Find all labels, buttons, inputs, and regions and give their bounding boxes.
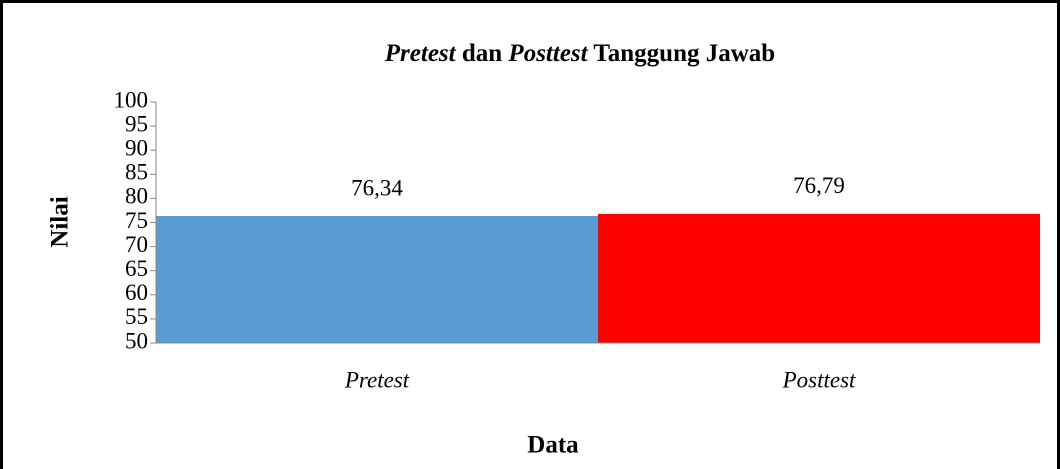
title-part: dan xyxy=(456,40,509,67)
chart-title: Pretest dan Posttest Tanggung Jawab xyxy=(384,40,775,67)
y-tick-label: 55 xyxy=(125,304,148,329)
y-tick-label: 75 xyxy=(125,208,148,233)
y-tick-label: 60 xyxy=(125,280,148,305)
y-tick-label: 90 xyxy=(125,135,148,160)
bar xyxy=(598,213,1040,343)
data-label: 76,79 xyxy=(793,173,845,198)
title-part: Pretest xyxy=(384,40,457,67)
title-part: Posttest xyxy=(507,40,588,67)
data-label: 76,34 xyxy=(351,175,403,200)
y-tick-label: 100 xyxy=(114,87,149,112)
y-tick-label: 95 xyxy=(125,111,148,136)
x-tick-label: Posttest xyxy=(782,367,856,392)
y-axis-title: Nilai xyxy=(47,196,74,247)
y-tick-label: 65 xyxy=(125,256,148,281)
y-tick-label: 80 xyxy=(125,184,148,209)
y-tick-label: 50 xyxy=(125,328,148,353)
y-tick-label: 85 xyxy=(125,160,148,185)
x-axis-title: Data xyxy=(527,432,579,459)
x-tick-label: Pretest xyxy=(344,367,410,392)
y-tick-label: 70 xyxy=(125,232,148,257)
title-part: Tanggung Jawab xyxy=(588,40,776,67)
bar xyxy=(156,216,598,343)
